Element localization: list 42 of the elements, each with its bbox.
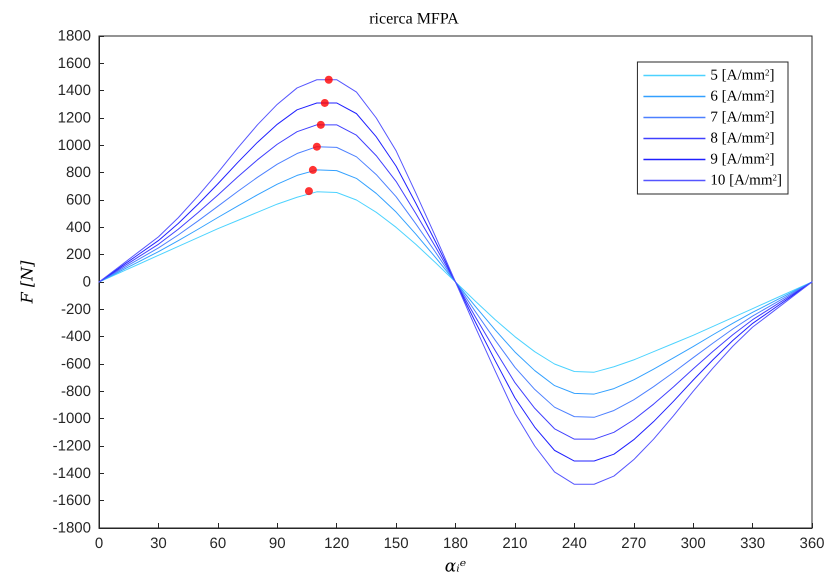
point: [312, 142, 321, 151]
x-tick-label: 270: [621, 535, 646, 552]
point: [320, 98, 329, 107]
y-tick-label: 400: [66, 218, 91, 236]
line-series: [98, 191, 812, 373]
y-tick-label: -200: [60, 300, 91, 318]
point: [308, 166, 317, 174]
y-tick-label: -1600: [52, 492, 91, 510]
y-tick-label: 1800: [58, 28, 91, 44]
x-tick-label: 120: [324, 535, 350, 552]
y-tick-label: 800: [66, 164, 91, 182]
x-tick-label: 90: [268, 535, 286, 552]
point: [324, 76, 333, 84]
y-axis-title: F [N]: [18, 260, 36, 304]
y-tick-label: 1400: [58, 82, 91, 100]
x-tick-label: 240: [562, 535, 587, 552]
point: [316, 120, 325, 129]
x-tick-label: 360: [799, 535, 825, 552]
x-tick-label: 180: [442, 535, 468, 552]
point: [304, 187, 313, 196]
y-tick-label: -1400: [52, 464, 91, 482]
y-tick-label: -400: [60, 328, 91, 346]
x-tick-label: 150: [384, 535, 409, 552]
y-tick-label: -1000: [52, 410, 91, 428]
chart-title: ricerca MFPA: [369, 10, 460, 28]
x-tick-label: 0: [94, 535, 104, 552]
y-tick-label: 600: [66, 192, 91, 208]
y-tick-label: -800: [60, 382, 91, 400]
y-tick-label: 200: [66, 246, 91, 264]
y-tick-label: 1600: [58, 54, 91, 72]
x-axis-title: αᵢᵉ: [444, 556, 466, 576]
y-tick-label: -600: [60, 356, 91, 372]
x-tick-label: 210: [502, 535, 528, 552]
y-tick-label: -1800: [52, 520, 91, 536]
y-tick-label: 1000: [58, 136, 91, 154]
x-tick-label: 60: [209, 535, 226, 552]
x-tick-label: 30: [150, 535, 167, 552]
x-tick-label: 330: [740, 535, 766, 552]
y-tick-label: 1200: [58, 110, 91, 126]
y-tick-label: -1200: [52, 438, 91, 454]
x-tick-label: 300: [680, 535, 706, 552]
y-tick-label: 0: [82, 274, 91, 290]
